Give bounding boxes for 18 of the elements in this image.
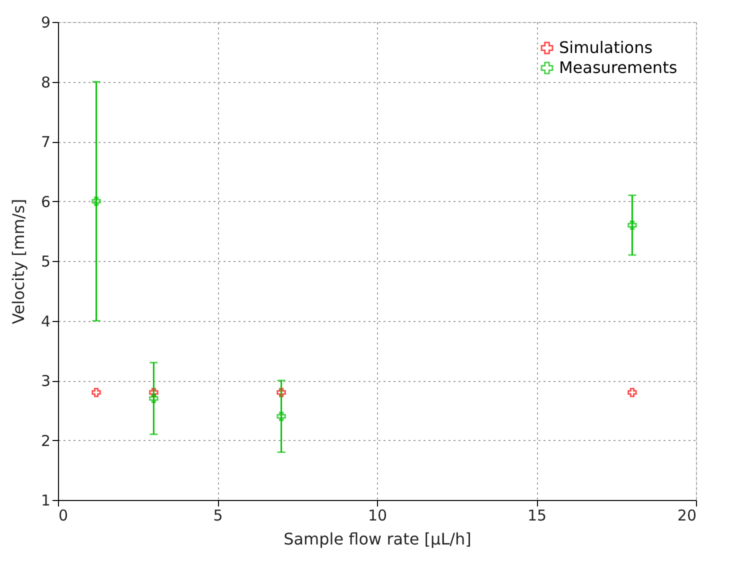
y-tick-label: 5: [40, 252, 50, 270]
x-tick-label: 10: [368, 506, 388, 524]
legend-label: Simulations: [559, 38, 653, 57]
y-tick-label: 2: [40, 432, 50, 450]
y-tick-label: 6: [40, 192, 50, 211]
y-axis-title: Velocity [mm/s]: [8, 198, 28, 324]
y-tick-label: 8: [40, 73, 50, 92]
y-tick-label: 9: [40, 14, 50, 32]
y-tick-label: 4: [40, 312, 50, 330]
y-tick-label: 7: [40, 133, 50, 151]
legend-label: Measurements: [559, 58, 678, 77]
x-tick-label: 15: [527, 506, 547, 524]
x-axis-title: Sample flow rate [µL/h]: [284, 530, 472, 548]
y-tick-label: 3: [40, 372, 50, 390]
x-tick-label: 20: [677, 506, 696, 524]
x-tick-label: 0: [58, 506, 68, 524]
x-tick-label: 5: [213, 506, 223, 524]
y-tick-label: 1: [40, 492, 50, 510]
